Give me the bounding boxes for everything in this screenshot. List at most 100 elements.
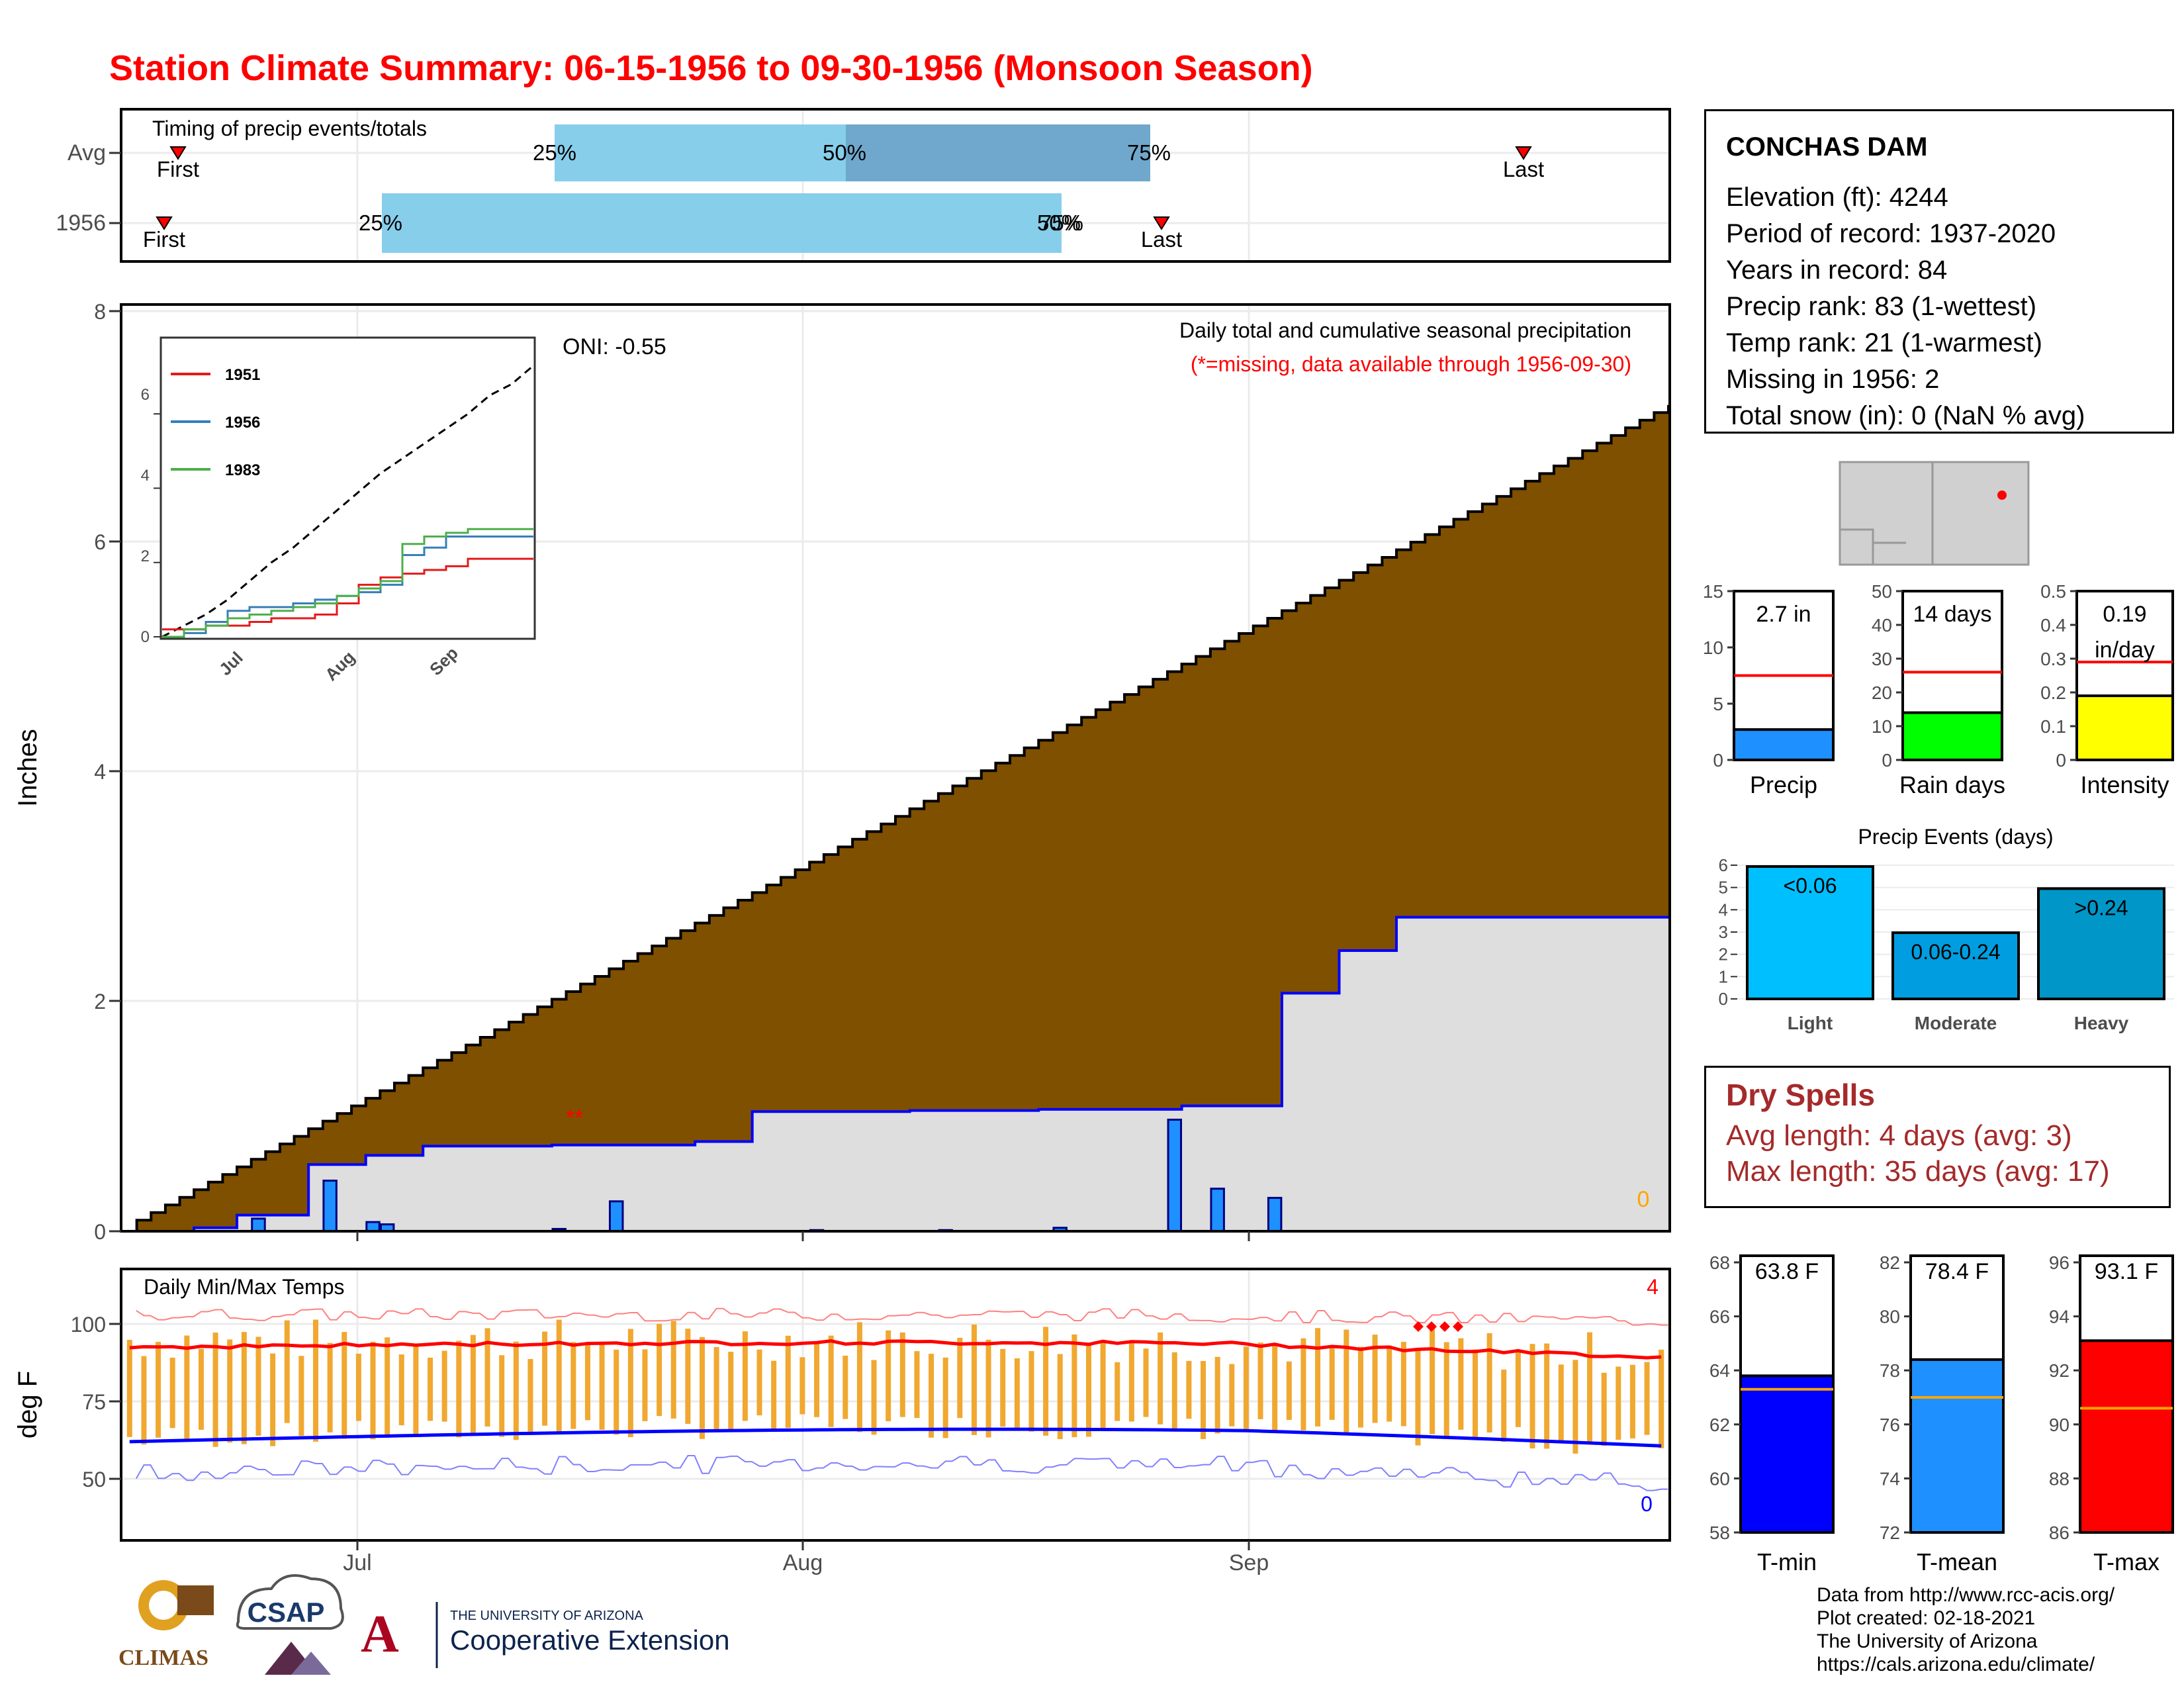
temp-summary-ytick-label: 64	[1709, 1360, 1730, 1381]
csap-logo: CSAP	[236, 1574, 344, 1675]
ytick-6: 6	[94, 530, 106, 554]
daily-precip-bar	[322, 1180, 338, 1233]
daily-temp-range-bar	[542, 1331, 548, 1426]
daily-temp-range-bar	[1458, 1338, 1464, 1430]
inset-chart: 0 2 4 6 Jul Aug Sep 1951 1956 1983	[141, 336, 536, 684]
daily-temp-range-bar	[327, 1342, 333, 1432]
events-bar-Light	[1746, 865, 1874, 1001]
temp-summary-ytick-label: 96	[2049, 1252, 2070, 1273]
inset-ytick-2: 2	[141, 547, 150, 565]
daily-temp-range-bar	[1128, 1343, 1134, 1422]
daily-temp-range-bar	[871, 1360, 877, 1435]
daily-temp-range-bar	[1486, 1333, 1492, 1433]
timing-row-avg: Avg	[68, 140, 106, 165]
daily-temp-range-bar	[1615, 1366, 1621, 1440]
precip-panel: Daily total and cumulative seasonal prec…	[13, 300, 1671, 1244]
daily-temp-range-bar	[1544, 1343, 1550, 1449]
events-bar-Heavy	[2037, 887, 2165, 1000]
climas-logo: CLIMAS	[118, 1580, 214, 1670]
events-ytick-label: 5	[1719, 878, 1728, 898]
daily-temp-range-bar	[1229, 1364, 1235, 1427]
avg-first-marker	[169, 146, 187, 160]
year-iqr	[382, 193, 1062, 253]
temp-summary-ytick-label: 68	[1709, 1252, 1730, 1273]
precip-ylabel: Inches	[13, 729, 42, 807]
temp-ytick-75: 75	[82, 1390, 106, 1414]
summary-value-label: 14 days	[1913, 602, 1991, 627]
summary-bar-Precip	[1733, 728, 1835, 761]
summary-value-label: 0.19	[2103, 602, 2146, 627]
station-missing: Missing in 1956: 2	[1726, 365, 1940, 394]
daily-temp-range-bar	[284, 1320, 290, 1423]
daily-temp-range-bar	[570, 1342, 576, 1429]
temp-ylabel: deg F	[13, 1371, 42, 1438]
daily-temp-range-bar	[828, 1335, 834, 1427]
daily-temp-range-bar	[971, 1324, 977, 1435]
daily-temp-range-bar	[942, 1357, 948, 1438]
credit-source: Data from http://www.rcc-acis.org/	[1817, 1584, 2115, 1606]
summary-bar-Rain days	[1901, 711, 2003, 761]
temp-summary-ytick-label: 94	[2049, 1307, 2070, 1327]
record-high-marker	[1439, 1321, 1450, 1332]
daily-temp-range-bar	[413, 1346, 419, 1436]
events-bar-label: 0.06-0.24	[1911, 940, 2000, 964]
daily-temp-range-bar	[1659, 1349, 1664, 1448]
summary-ytick-label: 40	[1872, 615, 1892, 635]
daily-temp-range-bar	[1343, 1329, 1349, 1434]
inset-ytick-6: 6	[141, 386, 150, 404]
dry-spells-title: Dry Spells	[1726, 1078, 1875, 1112]
temp-ytick-100: 100	[71, 1313, 106, 1336]
daily-temp-range-bar	[1014, 1358, 1020, 1430]
events-category-label: Heavy	[2074, 1013, 2129, 1033]
ua-a-icon: A	[361, 1605, 399, 1664]
precip-note: Daily total and cumulative seasonal prec…	[1179, 318, 1631, 342]
daily-temp-range-bar	[1028, 1351, 1034, 1432]
avg-q50: 50%	[823, 140, 866, 165]
station-location-marker	[1997, 491, 2007, 500]
summary-ytick-label: 0.4	[2040, 615, 2066, 635]
temp-summary-value-label: 63.8 F	[1755, 1259, 1819, 1284]
avg-iqr-upper	[846, 124, 1150, 181]
daily-temp-range-bar	[1587, 1332, 1593, 1442]
daily-temp-range-bar	[1329, 1348, 1335, 1420]
daily-temp-range-bar	[398, 1354, 404, 1426]
ytick-2: 2	[94, 990, 106, 1013]
events-ytick-label: 0	[1719, 989, 1728, 1009]
record-high-marker	[1413, 1321, 1424, 1332]
daily-temp-range-bar	[1201, 1361, 1206, 1439]
summary-ytick-label: 10	[1703, 637, 1723, 658]
daily-temp-range-bar	[241, 1332, 247, 1444]
daily-temp-range-bar	[1143, 1348, 1149, 1417]
ytick-4: 4	[94, 760, 106, 784]
record-low-line	[135, 1454, 1668, 1491]
daily-precip-bar	[251, 1217, 266, 1233]
xtick-sep: Sep	[1229, 1550, 1269, 1575]
year-q75: 75%	[1040, 211, 1083, 235]
zero-days-label: 0	[1637, 1187, 1650, 1212]
summary-ytick-label: 0	[1882, 750, 1892, 771]
events-bar-label: <0.06	[1784, 874, 1837, 898]
daily-temp-range-bar	[156, 1342, 161, 1438]
daily-temp-range-bar	[713, 1346, 719, 1431]
page-title: Station Climate Summary: 06-15-1956 to 0…	[109, 48, 1313, 88]
daily-temp-range-bar	[957, 1337, 963, 1419]
daily-temp-range-bar	[1558, 1364, 1564, 1441]
station-period: Period of record: 1937-2020	[1726, 219, 2056, 248]
xtick-jul: Jul	[343, 1550, 371, 1575]
temp-summary-category-label: T-min	[1757, 1548, 1817, 1575]
dry-spells-avg: Avg length: 4 days (avg: 3)	[1726, 1119, 2072, 1152]
temp-panel: Daily Min/Max Temps 4 0 deg F 50 75 100 …	[13, 1268, 1671, 1575]
daily-temp-range-bar	[1000, 1348, 1006, 1427]
daily-temp-range-bar	[1115, 1362, 1120, 1421]
precip-missing-note: (*=missing, data available through 1956-…	[1191, 352, 1631, 376]
daily-temp-range-bar	[599, 1341, 605, 1430]
temp-summary-ytick-label: 90	[2049, 1415, 2070, 1435]
timing-panel: Timing of precip events/totals Avg 1956 …	[56, 108, 1671, 263]
daily-temp-range-bar	[370, 1341, 376, 1440]
temp-summary-ytick-label: 78	[1880, 1360, 1900, 1381]
summary-value-label: 2.7 in	[1756, 602, 1811, 627]
daily-temp-range-bar	[456, 1340, 462, 1438]
temp-summary-ytick-label: 60	[1709, 1468, 1730, 1489]
temp-summary-ytick-label: 86	[2049, 1523, 2070, 1543]
events-bar-Moderate	[1891, 931, 2020, 1001]
